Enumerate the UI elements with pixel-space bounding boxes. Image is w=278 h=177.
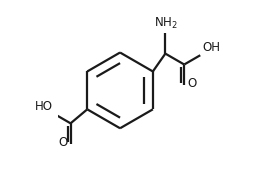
Text: HO: HO — [35, 100, 53, 113]
Text: O: O — [187, 77, 196, 90]
Text: NH$_2$: NH$_2$ — [154, 16, 178, 31]
Text: O: O — [58, 136, 68, 149]
Text: OH: OH — [202, 41, 220, 54]
